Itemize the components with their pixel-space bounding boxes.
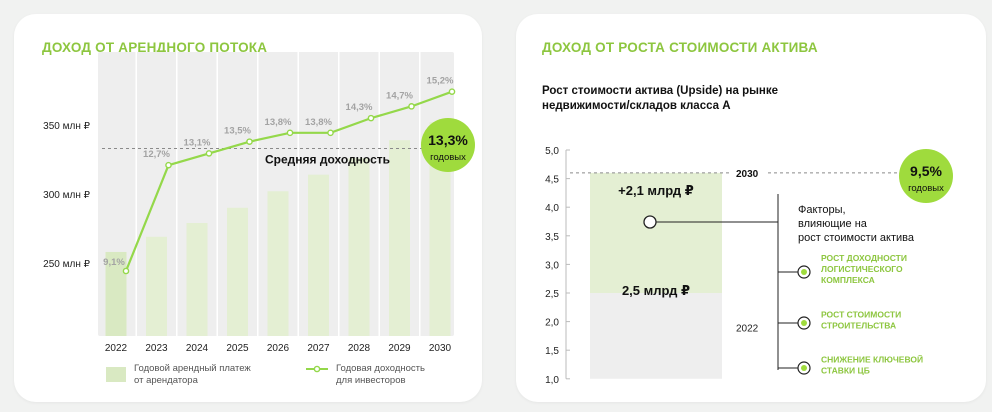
x-tick-label: 2022 xyxy=(105,343,128,354)
factors-heading-1: Факторы, xyxy=(798,204,846,216)
factor-label: СТАВКИ ЦБ xyxy=(821,366,870,376)
asset-growth-chart: 1,0 1,5 2,0 2,5 3,0 3,5 4,0 4,5 5,0 +2,1 млрд ₽ 2,… xyxy=(545,146,953,386)
yield-badge-value: 13,3% xyxy=(428,132,468,148)
column-gap xyxy=(135,52,138,336)
factors-heading-2: влияющие на xyxy=(798,218,868,230)
base-value-bar xyxy=(590,293,722,379)
growth-badge-value: 9,5% xyxy=(910,163,942,179)
asset-growth-card: ДОХОД ОТ РОСТА СТОИМОСТИ АКТИВА Рост сто… xyxy=(516,14,986,402)
column-gap xyxy=(216,52,219,336)
factor-label: РОСТ ДОХОДНОСТИ xyxy=(821,253,907,263)
base-value-label: 2,5 млрд ₽ xyxy=(622,283,690,298)
rental-income-card: ДОХОД ОТ АРЕНДНОГО ПОТОКА Средняя доходн… xyxy=(14,14,482,402)
growth-badge xyxy=(899,149,953,203)
x-tick-label: 2030 xyxy=(429,343,452,354)
y-tick-label: 250 млн ₽ xyxy=(43,259,90,270)
factor-label: РОСТ СТОИМОСТИ xyxy=(821,310,901,320)
column-gap xyxy=(378,52,381,336)
yield-point xyxy=(122,267,130,275)
column-gap xyxy=(337,52,340,336)
factor-marker-dot xyxy=(801,320,807,326)
yield-point xyxy=(286,129,294,137)
yield-point xyxy=(408,103,415,110)
factor-connector-point xyxy=(643,215,657,229)
column-gap xyxy=(175,52,178,336)
legend-line-point xyxy=(313,365,321,373)
x-tick-label: 2024 xyxy=(186,343,209,354)
yield-label: 15,2% xyxy=(427,76,454,87)
x-tick-label: 2026 xyxy=(267,343,290,354)
y-tick-label: 5,0 xyxy=(545,146,559,157)
column-gap xyxy=(418,52,421,336)
factors-heading-3: рост стоимости актива xyxy=(798,232,915,244)
y-tick-label: 3,5 xyxy=(545,232,559,243)
factor-marker-dot xyxy=(801,365,807,371)
yield-point xyxy=(327,129,334,137)
rent-bar xyxy=(105,251,127,336)
column-gap xyxy=(297,52,300,336)
rent-bar xyxy=(389,140,410,336)
rent-bar xyxy=(308,174,329,336)
x-tick-label: 2025 xyxy=(226,343,249,354)
yield-badge-caption: годовых xyxy=(430,152,466,163)
rent-bar xyxy=(267,191,289,336)
factor-label: КОМПЛЕКСА xyxy=(821,275,875,285)
yield-label: 9,1% xyxy=(103,257,125,268)
y-tick-label: 4,0 xyxy=(545,203,559,214)
yield-point xyxy=(367,114,375,122)
yield-badge xyxy=(421,118,475,172)
legend-bar-label-2: от арендатора xyxy=(134,375,199,386)
factor-marker-dot xyxy=(801,269,807,275)
yield-point xyxy=(246,138,253,145)
yield-point xyxy=(205,150,213,157)
y-tick-label: 4,5 xyxy=(545,175,559,186)
column-gap xyxy=(256,52,259,336)
rent-bar xyxy=(348,158,370,336)
y-tick-label: 1,0 xyxy=(545,375,559,386)
x-tick-label: 2023 xyxy=(145,343,168,354)
yield-label: 13,8% xyxy=(305,117,332,128)
y-tick-label: 3,0 xyxy=(545,260,559,271)
rent-bar xyxy=(146,236,167,336)
yield-label: 14,7% xyxy=(386,90,413,101)
rent-bar xyxy=(186,222,208,336)
growth-value-bar xyxy=(590,172,722,293)
legend-bar-swatch xyxy=(106,367,126,382)
y-tick-label: 1,5 xyxy=(545,346,559,357)
yield-point xyxy=(448,88,456,95)
legend-line-label-2: для инвесторов xyxy=(336,375,406,386)
legend-bar-label-1: Годовой арендный платеж xyxy=(134,363,251,374)
subtitle-line-2: недвижимости/складов класса А xyxy=(542,100,731,112)
rent-bar xyxy=(227,207,248,336)
yield-label: 13,1% xyxy=(184,137,211,148)
y-tick-label: 300 млн ₽ xyxy=(43,190,90,201)
x-tick-label: 2028 xyxy=(348,343,371,354)
x-tick-label: 2029 xyxy=(388,343,411,354)
average-label: Средняя доходность xyxy=(265,152,390,166)
y-tick-label: 2,5 xyxy=(545,289,559,300)
year-2022-label: 2022 xyxy=(736,323,759,334)
factor-label: СТРОИТЕЛЬСТВА xyxy=(821,321,896,331)
y-tick-label: 2,0 xyxy=(545,318,559,329)
yield-point xyxy=(165,161,172,169)
yield-label: 14,3% xyxy=(346,102,373,113)
legend-line-label-1: Годовая доходность xyxy=(336,363,425,374)
factor-label: ЛОГИСТИЧЕСКОГО xyxy=(821,264,903,274)
y-tick-label: 350 млн ₽ xyxy=(43,121,90,132)
yield-label: 13,5% xyxy=(224,126,251,137)
growth-value-label: +2,1 млрд ₽ xyxy=(618,183,694,198)
yield-label: 12,7% xyxy=(143,149,170,160)
x-tick-label: 2027 xyxy=(307,343,330,354)
rent-bar xyxy=(429,122,451,337)
year-2030-label: 2030 xyxy=(736,169,759,180)
yield-label: 13,8% xyxy=(265,117,292,128)
growth-badge-caption: годовых xyxy=(908,183,944,194)
asset-growth-subtitle: Рост стоимости актива (Upside) на рынке … xyxy=(542,84,778,114)
rental-income-chart: Средняя доходность 250 млн ₽ 300 млн ₽ 350 … xyxy=(43,52,475,386)
subtitle-line-1: Рост стоимости актива (Upside) на рынке xyxy=(542,85,779,97)
rental-income-title: ДОХОД ОТ АРЕНДНОГО ПОТОКА xyxy=(42,40,268,55)
asset-growth-title: ДОХОД ОТ РОСТА СТОИМОСТИ АКТИВА xyxy=(542,40,818,55)
factor-label: СНИЖЕНИЕ КЛЮЧЕВОЙ xyxy=(821,354,923,365)
